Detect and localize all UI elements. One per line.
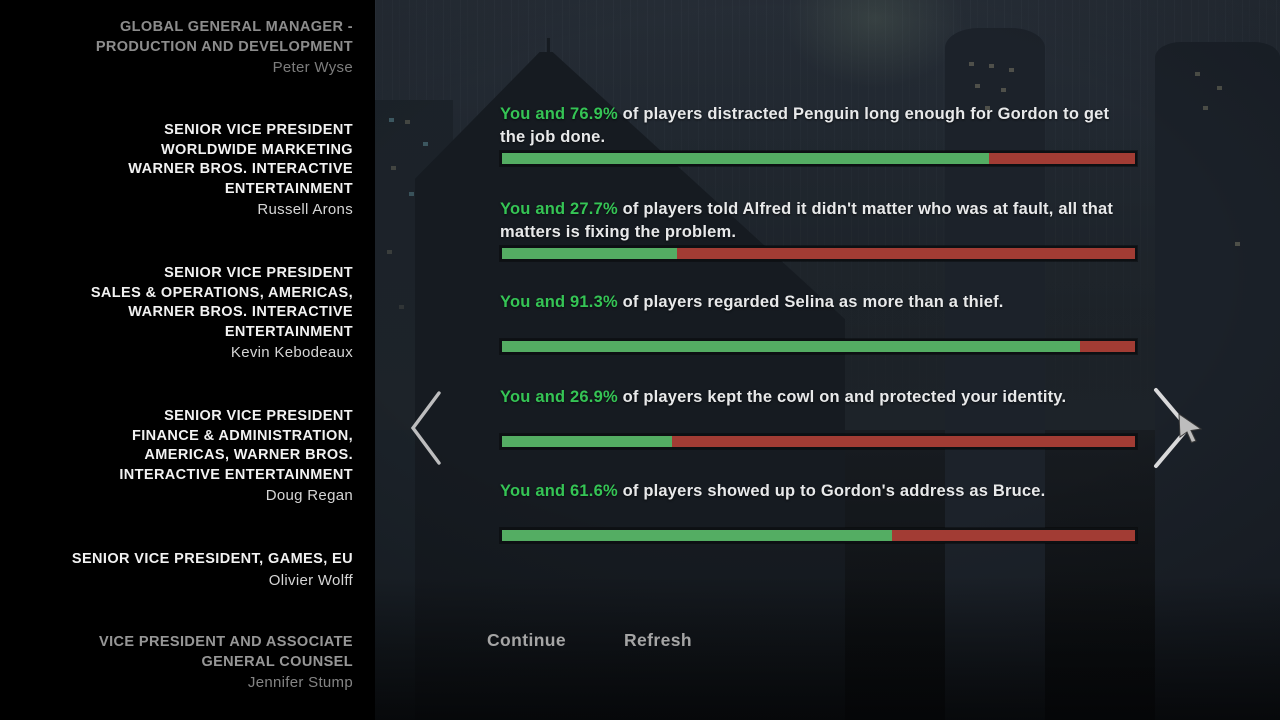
choice-stat-description: of players regarded Selina as more than … <box>617 293 1004 311</box>
choice-stat-description: of players kept the cowl on and protecte… <box>617 388 1067 406</box>
choice-stat-bar <box>500 151 1137 166</box>
continue-button[interactable]: Continue <box>487 630 567 650</box>
choice-stat-description: of players distracted Penguin long enoug… <box>500 105 1110 146</box>
credit-title: SENIOR VICE PRESIDENT FINANCE & ADMINIST… <box>119 408 353 483</box>
credit-title: GLOBAL GENERAL MANAGER - PRODUCTION AND … <box>95 19 353 55</box>
credit-name: Jennifer Stump <box>247 674 353 691</box>
choice-stat-bar-fill <box>502 248 678 259</box>
choice-stat-bar <box>500 339 1137 354</box>
credit-title: SENIOR VICE PRESIDENT SALES & OPERATIONS… <box>90 265 353 340</box>
choice-stat-text: You and 76.9% of players distracted Peng… <box>500 103 1133 149</box>
credit-entry: GLOBAL GENERAL MANAGER - PRODUCTION AND … <box>23 18 353 78</box>
chevron-left-icon <box>408 391 446 465</box>
credit-title: SENIOR VICE PRESIDENT WORLDWIDE MARKETIN… <box>128 122 353 197</box>
choice-stat: You and 26.9% of players kept the cowl o… <box>500 386 1137 449</box>
choice-stat: You and 61.6% of players showed up to Go… <box>500 480 1137 543</box>
choice-stat-percent: You and 91.3% <box>500 293 618 311</box>
credit-name: Peter Wyse <box>272 59 353 76</box>
previous-page-button[interactable] <box>408 391 446 465</box>
credit-entry: SENIOR VICE PRESIDENT FINANCE & ADMINIST… <box>23 407 353 506</box>
choice-stat-bar <box>500 246 1137 261</box>
credit-title: VICE PRESIDENT AND ASSOCIATE GENERAL COU… <box>99 634 353 670</box>
choice-stat: You and 91.3% of players regarded Selina… <box>500 291 1137 354</box>
choice-stat-bar-fill <box>502 153 989 164</box>
credit-entry: SENIOR VICE PRESIDENT, GAMES, EU Olivier… <box>23 550 353 590</box>
choice-stat-bar <box>500 528 1137 543</box>
choice-stat-percent: You and 76.9% <box>500 105 618 123</box>
credit-entry: VICE PRESIDENT AND ASSOCIATE GENERAL COU… <box>23 633 353 693</box>
choice-stat-bar-fill <box>502 530 892 541</box>
credit-entry: SENIOR VICE PRESIDENT SALES & OPERATIONS… <box>23 264 353 363</box>
choice-stat-description: of players told Alfred it didn't matter … <box>500 200 1114 241</box>
choice-stat-text: You and 26.9% of players kept the cowl o… <box>500 386 1133 409</box>
credit-name: Kevin Kebodeaux <box>230 344 353 361</box>
mouse-cursor-icon <box>1178 413 1204 448</box>
choice-stat-text: You and 61.6% of players showed up to Go… <box>500 480 1133 503</box>
refresh-button[interactable]: Refresh <box>624 630 692 650</box>
choice-stat-bar-fill <box>502 341 1080 352</box>
choice-stat-bar-fill <box>502 436 673 447</box>
choice-stat-description: of players showed up to Gordon's address… <box>617 482 1046 500</box>
credit-name: Doug Regan <box>265 487 353 504</box>
choice-stat-percent: You and 27.7% <box>500 200 618 218</box>
choice-stat: You and 76.9% of players distracted Peng… <box>500 103 1137 166</box>
choice-stat: You and 27.7% of players told Alfred it … <box>500 198 1137 261</box>
choice-stat-percent: You and 61.6% <box>500 482 618 500</box>
credit-name: Olivier Wolff <box>268 571 353 589</box>
choice-stat-bar <box>500 434 1137 449</box>
choice-stat-text: You and 27.7% of players told Alfred it … <box>500 198 1133 244</box>
choice-stat-text: You and 91.3% of players regarded Selina… <box>500 291 1133 314</box>
choice-stat-percent: You and 26.9% <box>500 388 618 406</box>
credits-panel: GLOBAL GENERAL MANAGER - PRODUCTION AND … <box>0 0 375 720</box>
vignette-overlay <box>375 0 1280 720</box>
credit-title: SENIOR VICE PRESIDENT, GAMES, EU <box>71 551 353 567</box>
credit-name: Russell Arons <box>257 201 353 218</box>
credit-entry: SENIOR VICE PRESIDENT WORLDWIDE MARKETIN… <box>23 121 353 220</box>
